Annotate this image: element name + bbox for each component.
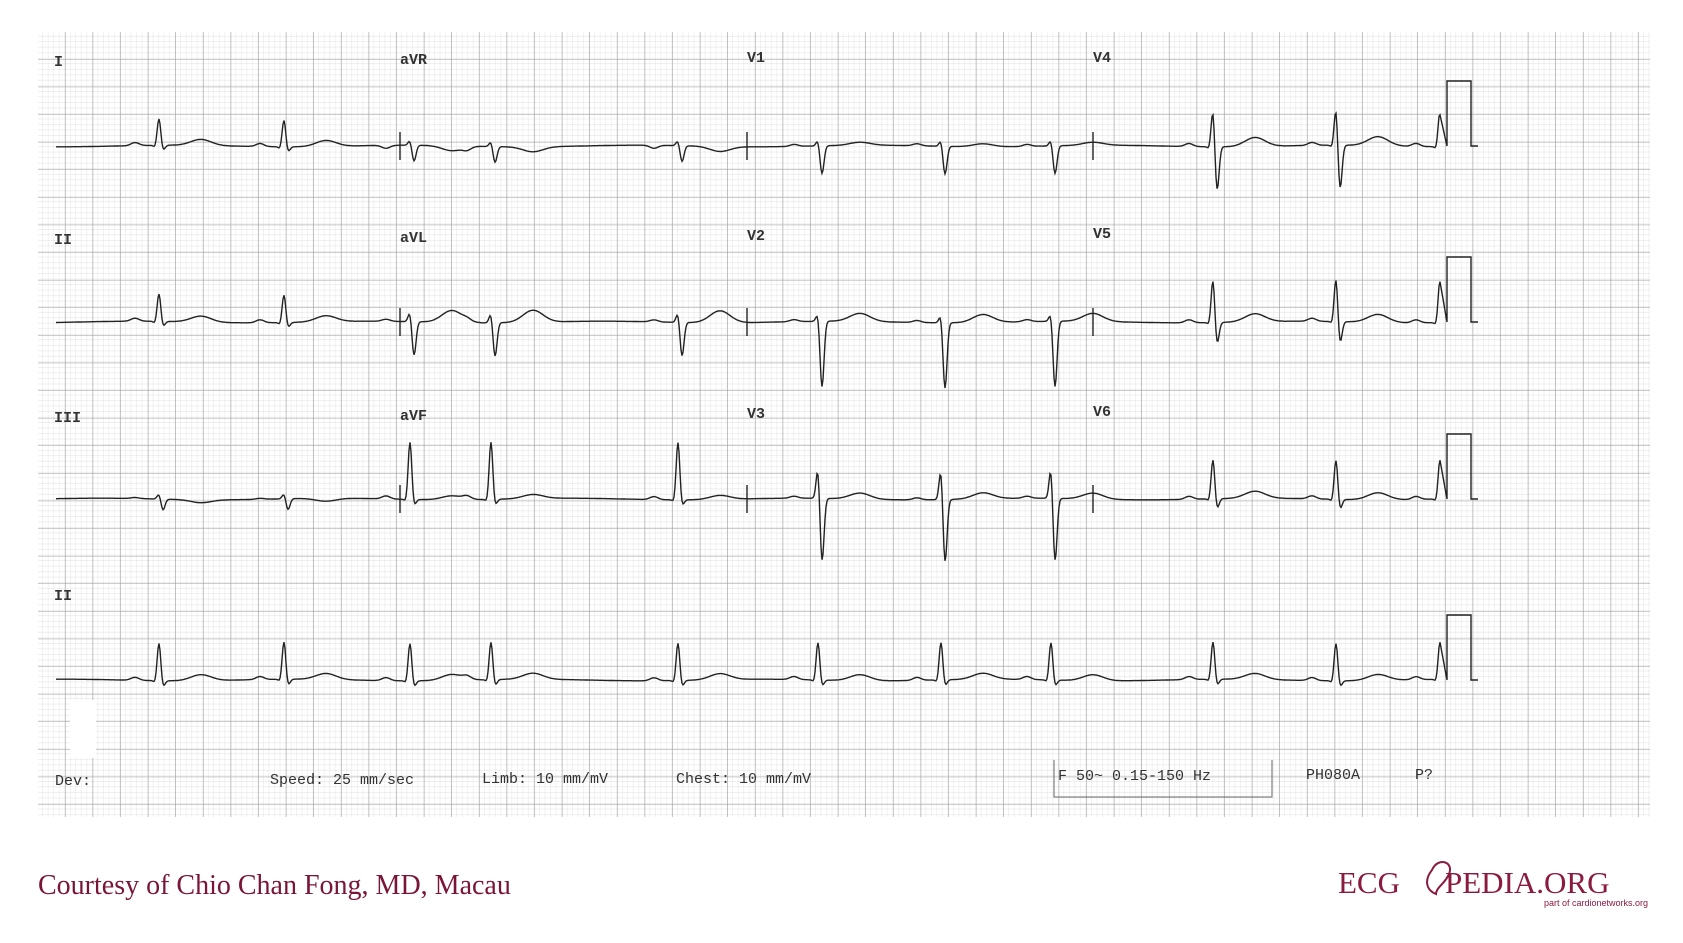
ecg-trace (56, 256, 1478, 389)
speed: Speed: 25 mm/sec (270, 772, 414, 789)
ecg-trace (56, 80, 1478, 189)
lead-label: V6 (1093, 404, 1111, 421)
lead-label: I (54, 54, 63, 71)
lead-label: V1 (747, 50, 765, 67)
logo-tagline: part of cardionetworks.org (1544, 898, 1648, 908)
credit: Courtesy of Chio Chan Fong, MD, Macau (38, 870, 511, 901)
chest-gain: Chest: 10 mm/mV (676, 771, 811, 788)
lead-label: V3 (747, 406, 765, 423)
lead-label: V5 (1093, 226, 1111, 243)
lead-label: aVL (400, 230, 427, 247)
limb-gain: Limb: 10 mm/mV (482, 771, 608, 788)
filter-box (1053, 760, 1273, 798)
lead-label: III (54, 410, 81, 427)
lead-label: V4 (1093, 50, 1111, 67)
lead-label: II (54, 588, 72, 605)
filter: F 50~ 0.15-150 Hz (1058, 768, 1211, 785)
device-field: Dev: (55, 773, 91, 790)
scan-artifact (70, 700, 96, 758)
lead-label: II (54, 232, 72, 249)
logo-left: ECG (1338, 865, 1400, 900)
ecg-trace (56, 614, 1478, 687)
logo-heart (1426, 861, 1451, 896)
ecg-grid (38, 32, 1650, 817)
lead-label: V2 (747, 228, 765, 245)
device-code: PH080A (1306, 767, 1360, 784)
logo-right: PEDIA.ORG (1445, 865, 1609, 900)
p-field: P? (1415, 767, 1433, 784)
ecg-trace (56, 433, 1478, 561)
lead-label: aVR (400, 52, 427, 69)
lead-label: aVF (400, 408, 427, 425)
